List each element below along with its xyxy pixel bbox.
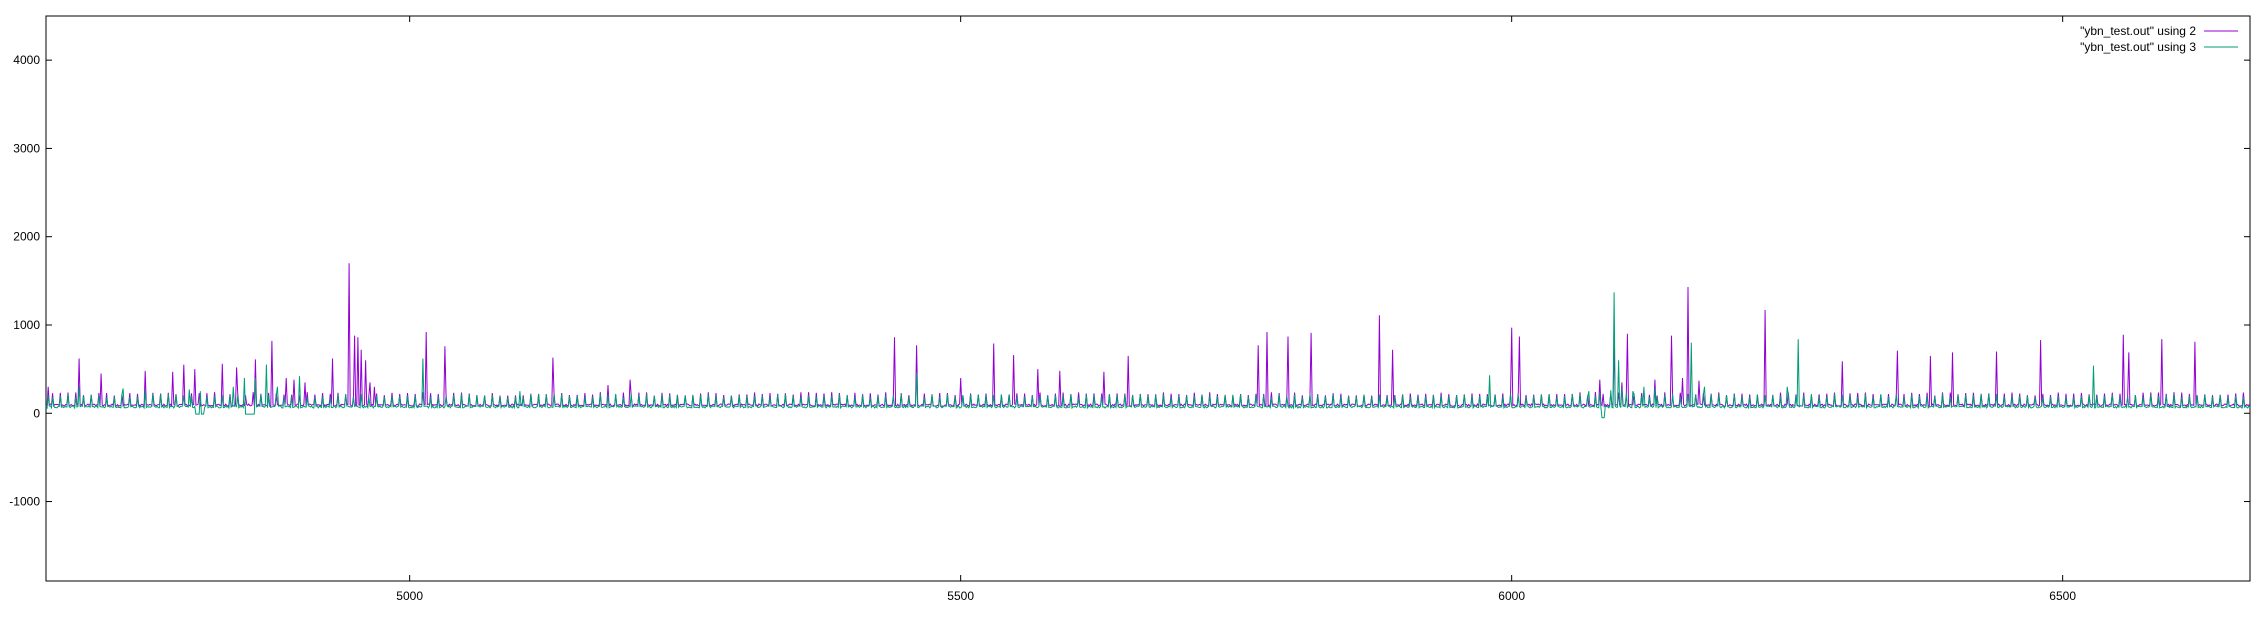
legend-label-2: "ybn_test.out" using 3 [2080, 40, 2196, 54]
series-line-2 [45, 292, 2251, 419]
plot-frame [45, 15, 2251, 582]
x-tick-label: 5500 [947, 589, 974, 603]
series-layer [45, 263, 2251, 419]
x-tick-label: 6000 [1498, 589, 1525, 603]
legend-label-1: "ybn_test.out" using 2 [2080, 24, 2196, 38]
y-tick-label: 0 [33, 406, 40, 420]
series-line-1 [45, 263, 2251, 408]
legend: "ybn_test.out" using 2 "ybn_test.out" usi… [2080, 24, 2238, 54]
y-tick-label: 4000 [13, 53, 40, 67]
y-tick-label: 1000 [13, 318, 40, 332]
x-tick-label: 6500 [2049, 589, 2076, 603]
axis-ticks: 5000 5500 6000 6500 -1000 0 1000 2000 3000 4000 [9, 16, 2250, 603]
y-tick-label: -1000 [9, 495, 40, 509]
y-tick-label: 2000 [13, 230, 40, 244]
x-tick-label: 5000 [396, 589, 423, 603]
y-tick-label: 3000 [13, 141, 40, 155]
